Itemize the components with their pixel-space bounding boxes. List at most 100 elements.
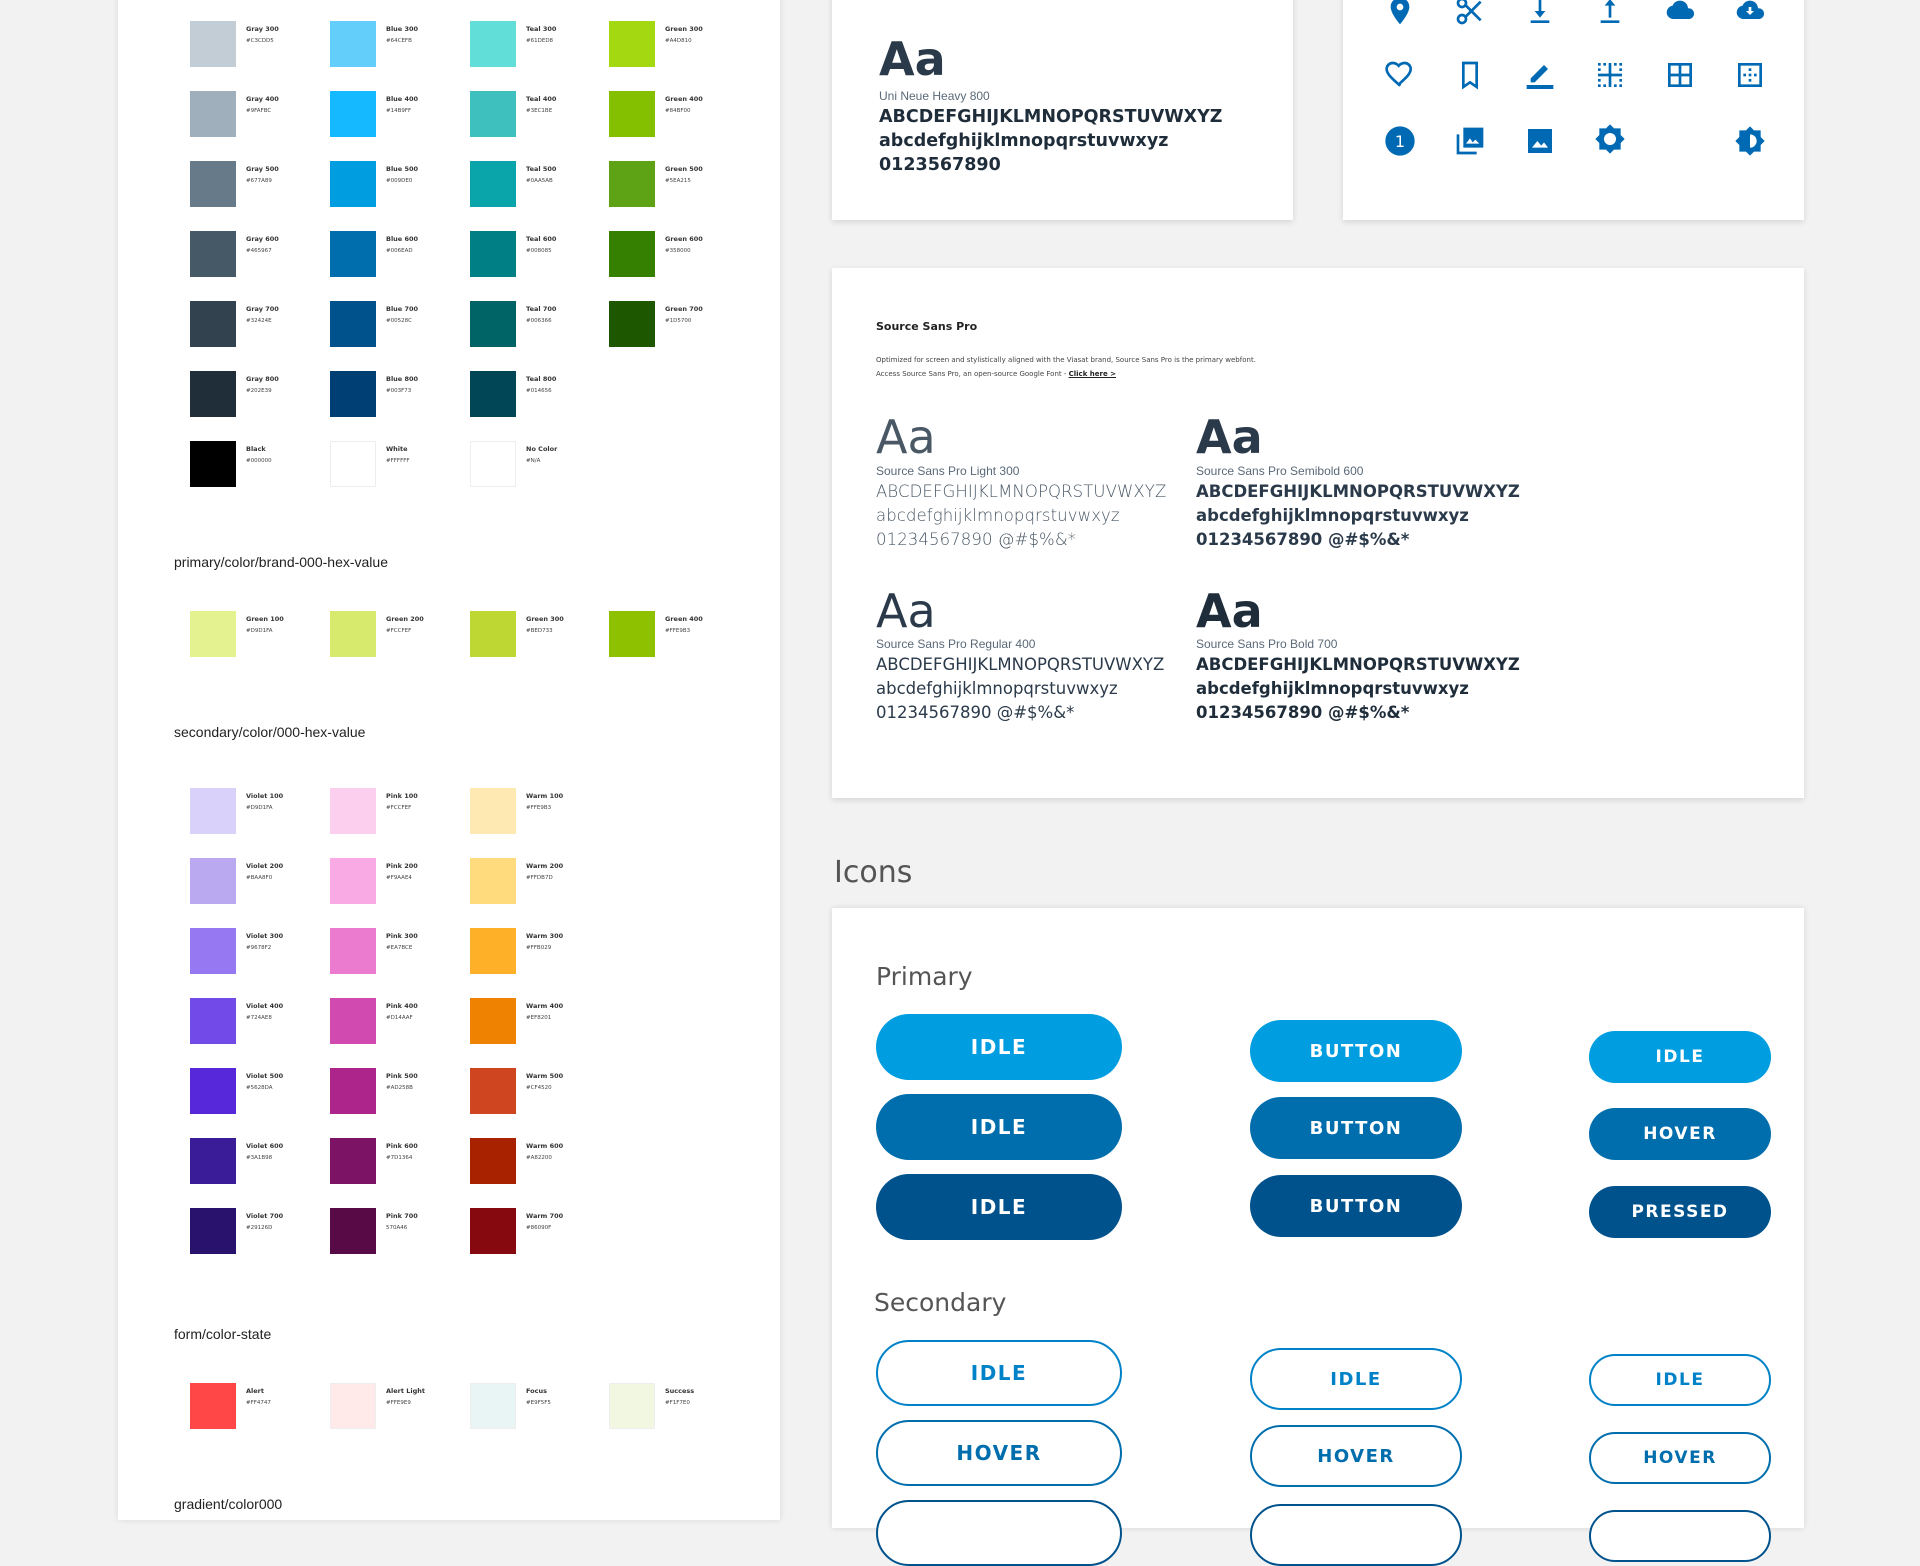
color-swatch xyxy=(470,301,516,347)
scissors-icon[interactable] xyxy=(1454,0,1486,27)
upload-icon[interactable] xyxy=(1594,0,1626,27)
state-group-label: form/color-state xyxy=(174,1326,272,1342)
map-pin-icon[interactable] xyxy=(1384,0,1416,27)
swatch-name: Warm 700 xyxy=(526,1212,564,1220)
color-swatch xyxy=(470,231,516,277)
secondary-large-pressed-button[interactable] xyxy=(876,1500,1122,1566)
specimen-light-aa: Aa xyxy=(876,410,936,464)
swatch-hex: #465967 xyxy=(246,248,272,254)
swatch-name: Black xyxy=(246,445,266,453)
swatch-name: Pink 100 xyxy=(386,792,418,800)
swatch-name: Success xyxy=(665,1387,695,1395)
color-swatch xyxy=(190,858,236,904)
color-swatch xyxy=(609,611,655,657)
secondary-small-idle-button[interactable]: IDLE xyxy=(1589,1354,1771,1406)
swatch-hex: #84BF00 xyxy=(665,108,691,114)
swatch-hex: #D14AAF xyxy=(386,1015,413,1021)
source-card-desc-2: Access Source Sans Pro, an open-source G… xyxy=(876,370,1116,378)
secondary-medium-hover-button[interactable]: HOVER xyxy=(1250,1425,1462,1487)
color-swatch xyxy=(190,611,236,657)
brightness-icon[interactable] xyxy=(1594,123,1626,155)
swatch-hex: #E9F5F5 xyxy=(526,1400,551,1406)
swatch-name: Focus xyxy=(526,1387,547,1395)
swatch-hex: #008085 xyxy=(526,248,552,254)
color-swatch xyxy=(470,161,516,207)
swatch-name: Pink 500 xyxy=(386,1072,418,1080)
swatch-hex: #FCCFEF xyxy=(386,805,412,811)
secondary-small-hover-button[interactable]: HOVER xyxy=(1589,1432,1771,1484)
brightness-auto-icon[interactable] xyxy=(1734,125,1766,157)
color-swatch xyxy=(330,858,376,904)
primary-medium-pressed-button[interactable]: BUTTON xyxy=(1250,1175,1462,1237)
swatch-name: Teal 500 xyxy=(526,165,557,173)
swatch-hex: #29126D xyxy=(246,1225,273,1231)
swatch-name: Alert Light xyxy=(386,1387,425,1395)
swatch-hex: #202E39 xyxy=(246,388,272,394)
type-digits: 0123567890 xyxy=(879,155,1001,175)
primary-small-pressed-button[interactable]: PRESSED xyxy=(1589,1186,1771,1238)
primary-medium-idle-button[interactable]: BUTTON xyxy=(1250,1020,1462,1082)
type-sample-aa: Aa xyxy=(879,32,946,86)
primary-large-idle-button[interactable]: IDLE xyxy=(876,1014,1122,1080)
swatch-name: Gray 800 xyxy=(246,375,279,383)
swatch-name: Blue 300 xyxy=(386,25,419,33)
image-icon[interactable] xyxy=(1524,125,1556,157)
specimen-bold-lower: abcdefghijklmnopqrstuvwxyz xyxy=(1196,679,1469,698)
swatch-name: Gray 300 xyxy=(246,25,279,33)
google-font-link[interactable]: Click here > xyxy=(1068,370,1117,378)
color-swatch xyxy=(330,611,376,657)
color-swatch xyxy=(190,1208,236,1254)
color-swatch xyxy=(330,21,376,67)
color-swatch xyxy=(190,441,236,487)
primary-small-idle-button[interactable]: IDLE xyxy=(1589,1031,1771,1083)
swatch-hex: #86090F xyxy=(526,1225,552,1231)
swatch-hex: #FF4747 xyxy=(246,1400,271,1406)
bookmark-outline-icon[interactable] xyxy=(1454,59,1486,91)
cloud-download-icon[interactable] xyxy=(1734,0,1766,27)
secondary-large-hover-button[interactable]: HOVER xyxy=(876,1420,1122,1486)
swatch-hex: #006EAD xyxy=(386,248,413,254)
specimen-regular-upper: ABCDEFGHIJKLMNOPQRSTUVWXYZ xyxy=(876,655,1165,674)
specimen-bold-name: Source Sans Pro Bold 700 xyxy=(1196,637,1338,651)
primary-large-hover-button[interactable]: IDLE xyxy=(876,1094,1122,1160)
swatch-name: Teal 300 xyxy=(526,25,557,33)
border-inner-icon[interactable] xyxy=(1594,59,1626,91)
color-swatch xyxy=(470,928,516,974)
color-swatch xyxy=(330,1208,376,1254)
primary-large-pressed-button[interactable]: IDLE xyxy=(876,1174,1122,1240)
source-card-title: Source Sans Pro xyxy=(876,320,978,333)
heart-outline-icon[interactable] xyxy=(1384,59,1416,91)
color-swatch xyxy=(470,998,516,1044)
color-swatch xyxy=(330,371,376,417)
specimen-regular-lower: abcdefghijklmnopqrstuvwxyz xyxy=(876,679,1118,698)
grid-icon[interactable] xyxy=(1664,59,1696,91)
moon-icon[interactable] xyxy=(1664,125,1696,157)
color-swatch xyxy=(470,1068,516,1114)
cloud-icon[interactable] xyxy=(1664,0,1696,27)
swatch-name: Teal 600 xyxy=(526,235,557,243)
download-icon[interactable] xyxy=(1524,0,1556,27)
primary-small-hover-button[interactable]: HOVER xyxy=(1589,1108,1771,1160)
color-swatch xyxy=(330,1068,376,1114)
swatch-hex: #FFFFFF xyxy=(386,458,410,464)
color-swatch xyxy=(190,371,236,417)
photo-library-icon[interactable] xyxy=(1454,125,1486,157)
swatch-hex: #D9D1FA xyxy=(246,805,273,811)
number-badge-icon[interactable]: 1 xyxy=(1384,125,1416,157)
border-clear-icon[interactable] xyxy=(1734,59,1766,91)
specimen-semibold-upper: ABCDEFGHIJKLMNOPQRSTUVWXYZ xyxy=(1196,482,1520,501)
secondary-medium-pressed-button[interactable] xyxy=(1250,1504,1462,1566)
secondary-small-pressed-button[interactable] xyxy=(1589,1510,1771,1562)
swatch-name: Violet 300 xyxy=(246,932,284,940)
color-swatch xyxy=(609,1383,655,1429)
swatch-name: Warm 300 xyxy=(526,932,564,940)
color-swatch xyxy=(609,301,655,347)
badge-number-text: 1 xyxy=(1395,132,1405,151)
secondary-medium-idle-button[interactable]: IDLE xyxy=(1250,1348,1462,1410)
swatch-name: Violet 600 xyxy=(246,1142,284,1150)
secondary-large-idle-button[interactable]: IDLE xyxy=(876,1340,1122,1406)
swatch-hex: #000000 xyxy=(246,458,272,464)
primary-medium-hover-button[interactable]: BUTTON xyxy=(1250,1097,1462,1159)
color-swatch xyxy=(470,91,516,137)
edit-pencil-icon[interactable] xyxy=(1524,57,1556,89)
